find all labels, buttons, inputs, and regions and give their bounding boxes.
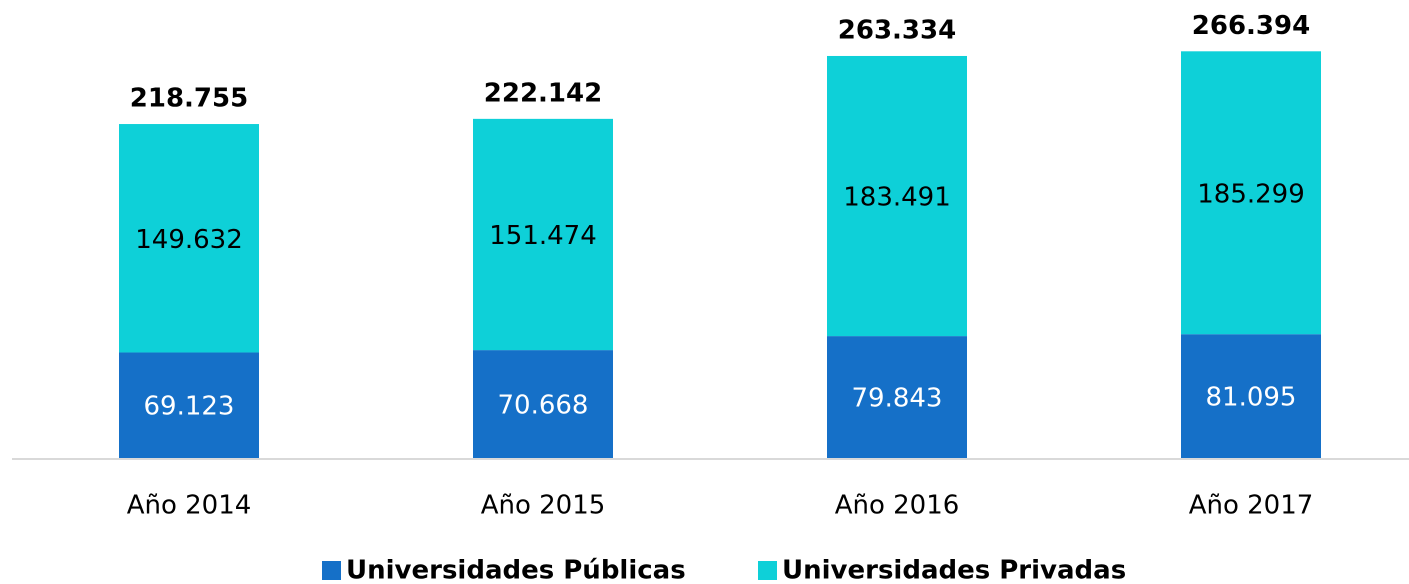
bar-segment: [1181, 334, 1321, 458]
value-label: 151.474: [489, 221, 597, 251]
total-label: 222.142: [484, 78, 602, 108]
x-tick-label: Año 2015: [481, 491, 606, 521]
legend-swatch: [758, 561, 777, 580]
bar-segment: [827, 336, 967, 458]
value-label: 185.299: [1197, 179, 1305, 209]
legend-swatch: [322, 561, 341, 580]
x-tick-label: Año 2014: [127, 491, 252, 521]
bar-segment: [119, 352, 259, 458]
bar-segment: [827, 55, 967, 337]
total-label: 218.755: [130, 84, 248, 114]
legend-label: Universidades Públicas: [346, 556, 686, 584]
value-label: 79.843: [852, 384, 943, 414]
value-label: 81.095: [1206, 383, 1297, 413]
bar-segment: [1181, 51, 1321, 335]
bar-segment: [119, 124, 259, 353]
value-label: 70.668: [498, 391, 589, 421]
bar-segment: [473, 118, 613, 351]
x-tick-label: Año 2017: [1189, 491, 1314, 521]
legend-label: Universidades Privadas: [782, 556, 1126, 584]
total-label: 266.394: [1192, 11, 1310, 41]
x-tick-label: Año 2016: [835, 491, 960, 521]
value-label: 69.123: [144, 392, 235, 422]
bar-segment: [473, 350, 613, 458]
total-label: 263.334: [838, 15, 956, 45]
value-label: 183.491: [843, 183, 951, 213]
value-label: 149.632: [135, 225, 243, 255]
